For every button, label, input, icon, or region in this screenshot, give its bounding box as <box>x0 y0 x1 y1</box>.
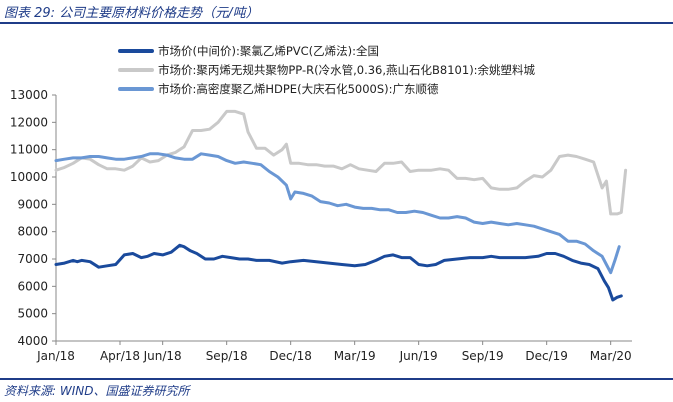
legend-label-1: 市场价(中间价):聚氯乙烯PVC(乙烯法):全国 <box>158 44 379 58</box>
x-tick-label: Jun/18 <box>143 349 182 363</box>
x-tick-label: Jan/18 <box>36 349 75 363</box>
y-tick-label: 11000 <box>10 143 48 157</box>
y-tick-label: 10000 <box>10 170 48 184</box>
series-line-3 <box>54 152 621 275</box>
legend-label-3: 市场价:高密度聚乙烯HDPE(大庆石化5000S):广东顺德 <box>158 82 439 96</box>
series-layer <box>54 109 628 302</box>
legend-label-2: 市场价:聚丙烯无规共聚物PP-R(冷水管,0.36,燕山石化B8101):余姚塑… <box>158 63 536 77</box>
y-tick-label: 6000 <box>17 279 48 293</box>
x-tick-label: Sep/18 <box>206 349 248 363</box>
x-tick-label: Apr/18 <box>100 349 140 363</box>
bottom-rule <box>0 378 673 380</box>
x-tick-label: Mar/19 <box>334 349 376 363</box>
series-line-2 <box>54 109 628 216</box>
y-tick-label: 4000 <box>17 334 48 348</box>
x-tick-label: Dec/19 <box>525 349 568 363</box>
y-tick-label: 13000 <box>10 88 48 102</box>
top-rule <box>0 22 673 24</box>
legend: 市场价(中间价):聚氯乙烯PVC(乙烯法):全国市场价:聚丙烯无规共聚物PP-R… <box>118 44 536 96</box>
y-tick-label: 9000 <box>17 197 48 211</box>
line-chart: 市场价(中间价):聚氯乙烯PVC(乙烯法):全国市场价:聚丙烯无规共聚物PP-R… <box>10 44 632 363</box>
y-tick-label: 12000 <box>10 115 48 129</box>
x-tick-label: Dec/18 <box>269 349 312 363</box>
source-note: 资料来源: WIND、国盛证券研究所 <box>4 384 190 398</box>
x-tick-label: Jun/19 <box>399 349 438 363</box>
figure-title: 图表 29: 公司主要原材料价格走势（元/吨） <box>4 6 259 21</box>
axes: 4000 5000 6000 7000 8000 9000 10000 11000 12000 1… <box>10 88 632 363</box>
x-tick-label: Sep/19 <box>462 349 504 363</box>
y-tick-label: 7000 <box>17 252 48 266</box>
x-tick-label: Mar/20 <box>590 349 632 363</box>
y-tick-label: 8000 <box>17 225 48 239</box>
y-tick-label: 5000 <box>17 307 48 321</box>
series-line-1 <box>54 243 623 302</box>
